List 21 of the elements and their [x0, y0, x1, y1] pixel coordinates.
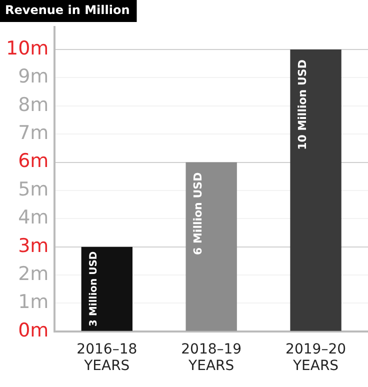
x-tick-label: 2019–20 YEARS: [286, 341, 346, 374]
bar: [186, 162, 237, 331]
x-tick-label: 2016–18 YEARS: [76, 341, 138, 374]
y-tick-label: 9m: [18, 66, 49, 88]
y-tick-label: 2m: [18, 262, 49, 285]
bar: [81, 246, 132, 331]
data-label: 6 Million USD: [191, 172, 204, 256]
x-tick-label: 2018–19 YEARS: [181, 341, 242, 374]
data-label: 3 Million USD: [88, 251, 100, 326]
y-tick-label: 6m: [18, 150, 49, 172]
chart-title: Revenue in Million: [5, 3, 130, 18]
data-label: 10 Million USD: [296, 60, 309, 150]
bar: [290, 50, 342, 331]
y-tick-label: 10m: [6, 37, 49, 60]
y-tick-label: 4m: [18, 206, 49, 229]
y-tick-label: 8m: [18, 94, 49, 116]
y-tick-label: 1m: [18, 291, 49, 314]
y-tick-label: 0m: [18, 319, 49, 342]
y-tick-label: 7m: [18, 122, 49, 144]
y-tick-label: 3m: [18, 234, 49, 257]
y-tick-label: 5m: [18, 178, 49, 200]
